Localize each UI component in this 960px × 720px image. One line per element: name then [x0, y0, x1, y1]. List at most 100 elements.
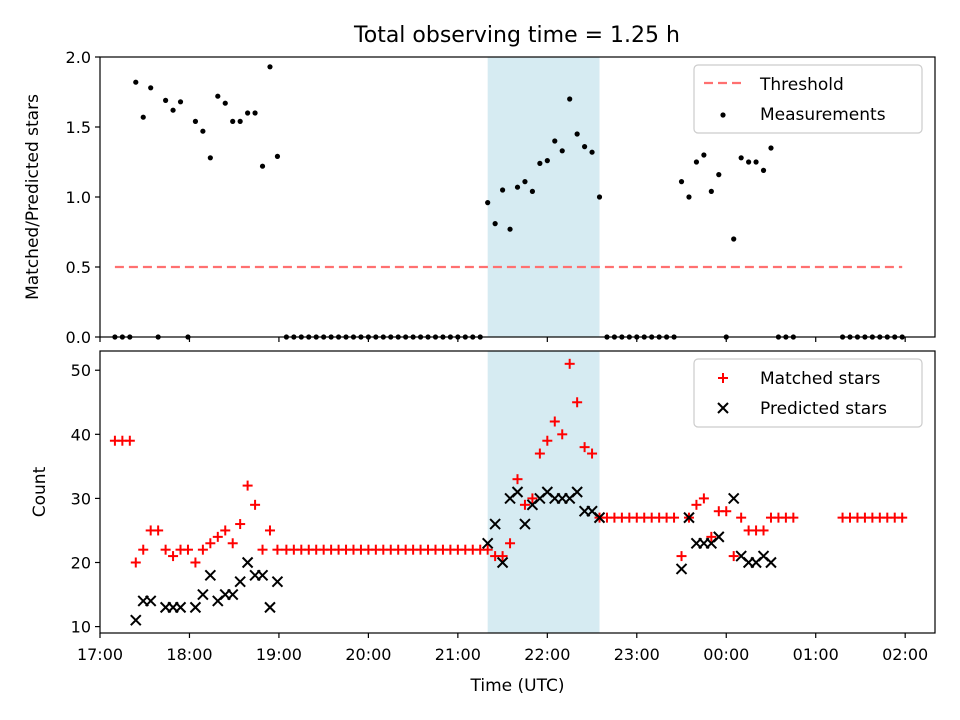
- predicted-marker-stroke: [675, 563, 688, 575]
- measurement-point: [693, 159, 700, 165]
- y-tick-label: 30: [71, 489, 91, 508]
- measurement-point: [760, 167, 767, 173]
- measurement-point: [267, 64, 273, 70]
- predicted-marker-stroke: [226, 588, 239, 601]
- measurement-point: [552, 138, 558, 144]
- measurement-point: [140, 114, 146, 120]
- matched-star-marker: [205, 538, 216, 549]
- measurement-point: [215, 93, 221, 99]
- matched-star-marker: [227, 538, 238, 549]
- predicted-star-marker: [197, 588, 209, 601]
- y-tick-label: 20: [71, 554, 91, 573]
- matched-star-marker: [197, 544, 208, 555]
- matched-star-marker: [788, 512, 799, 523]
- predicted-marker-stroke: [683, 511, 695, 524]
- measurement-point: [768, 145, 774, 151]
- matched-star-marker: [242, 480, 253, 491]
- measurement-point: [148, 85, 154, 91]
- y-tick-label: 1.5: [66, 118, 91, 137]
- predicted-marker-stroke: [593, 511, 606, 524]
- measurement-point: [559, 148, 565, 154]
- measurement-point: [252, 110, 258, 116]
- y-tick-label: 1.0: [66, 188, 91, 207]
- legend-label: Predicted stars: [760, 399, 887, 419]
- predicted-marker-stroke: [496, 556, 509, 569]
- x-tick-label: 20:00: [345, 645, 391, 664]
- predicted-star-marker: [727, 492, 740, 505]
- matched-star-marker: [272, 544, 283, 555]
- measurement-point: [738, 155, 744, 161]
- matched-star-marker: [168, 551, 179, 562]
- matched-star-marker: [721, 506, 732, 517]
- y-axis-label: Count: [30, 466, 50, 517]
- x-tick-label: 23:00: [614, 645, 660, 664]
- legend-box: [693, 64, 923, 134]
- x-tick-label: 01:00: [793, 645, 839, 664]
- observing-window-band: [487, 57, 600, 337]
- predicted-marker-stroke: [735, 550, 747, 562]
- matched-star-marker: [557, 429, 568, 440]
- measurement-point: [192, 118, 199, 124]
- measurement-point: [537, 160, 543, 166]
- predicted-star-marker: [204, 569, 217, 582]
- measurement-point: [177, 99, 184, 105]
- x-tick-label: 21:00: [435, 645, 481, 664]
- measurement-point: [529, 188, 536, 194]
- predicted-marker-stroke: [264, 601, 276, 614]
- predicted-marker-stroke: [234, 576, 246, 588]
- predicted-star-marker: [489, 518, 501, 530]
- y-tick-label: 0.5: [66, 258, 91, 277]
- predicted-star-marker: [144, 595, 157, 607]
- matched-star-marker: [124, 435, 135, 446]
- y-tick-label: 50: [71, 361, 91, 380]
- axes-frame: [99, 350, 936, 634]
- measurement-point: [230, 118, 236, 124]
- x-tick-label: 02:00: [882, 645, 928, 664]
- predicted-star-marker: [226, 588, 239, 601]
- predicted-star-marker: [713, 531, 725, 543]
- measurement-point: [686, 194, 692, 200]
- matched-star-marker: [549, 416, 560, 427]
- measurement-point: [574, 131, 580, 137]
- measurement-point: [581, 144, 588, 150]
- measurement-point: [237, 118, 243, 124]
- legend-box: [693, 358, 923, 428]
- matched-star-marker: [587, 448, 598, 459]
- measurement-point: [170, 107, 176, 113]
- predicted-marker-stroke: [757, 550, 770, 562]
- x-tick-label: 22:00: [524, 645, 570, 664]
- matched-star-marker: [182, 544, 193, 555]
- matched-star-marker: [250, 499, 261, 510]
- predicted-marker-stroke: [511, 486, 524, 498]
- predicted-marker-stroke: [130, 614, 142, 626]
- legend-label: Threshold: [759, 75, 844, 95]
- matched-star-marker: [130, 557, 141, 568]
- measurement-point: [701, 152, 707, 158]
- top-panel: 0.0 0.5 1.0 1.5 2.0 Matched/Predicted stars Th…: [23, 48, 936, 347]
- measurement-point: [514, 184, 521, 190]
- matched-star-marker: [728, 551, 739, 562]
- legend: Matched stars Predicted stars: [693, 358, 923, 428]
- matched-star-marker: [527, 493, 538, 504]
- predicted-marker-stroke: [271, 576, 284, 588]
- matched-star-marker: [138, 544, 149, 555]
- measurement-point: [222, 100, 228, 106]
- measurement-point: [274, 153, 281, 159]
- y-tick-label: 40: [71, 425, 91, 444]
- predicted-star-marker: [271, 576, 284, 588]
- measurement-point: [499, 187, 506, 193]
- predicted-marker-stroke: [571, 486, 583, 498]
- matched-star-marker: [676, 551, 687, 562]
- measurement-point: [567, 96, 573, 102]
- matched-star-marker: [698, 493, 709, 504]
- measurement-point: [753, 159, 759, 165]
- matched-star-marker: [564, 358, 575, 369]
- matched-star-marker: [572, 397, 583, 408]
- matched-star-marker: [706, 531, 717, 542]
- measurement-point: [485, 200, 491, 206]
- predicted-star-marker: [130, 614, 142, 626]
- y-tick-label: 2.0: [66, 48, 91, 67]
- measurement-point: [716, 172, 722, 178]
